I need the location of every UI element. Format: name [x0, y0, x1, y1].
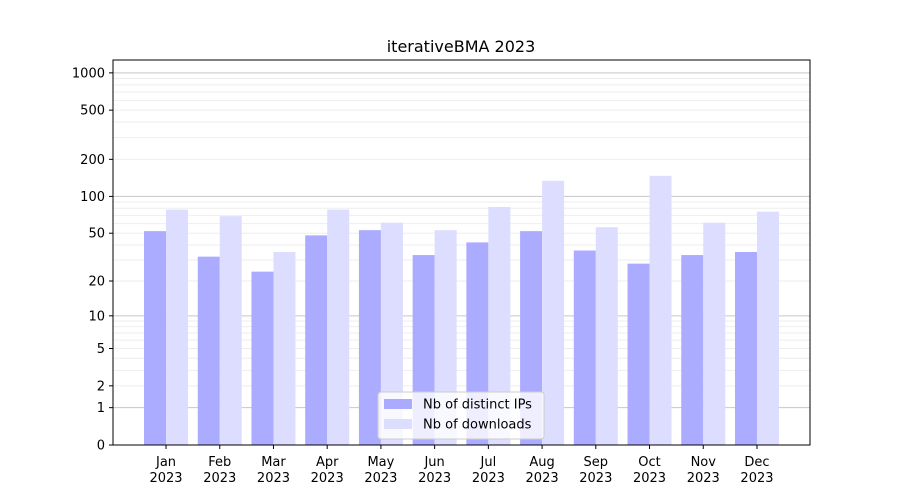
x-tick-label: Oct 2023	[633, 455, 666, 486]
chart-title: iterativeBMA 2023	[387, 37, 536, 56]
bar-downloads	[380, 222, 403, 445]
bar-downloads	[273, 251, 296, 445]
bar-downloads	[219, 216, 242, 445]
bar-distinct-ips	[734, 251, 757, 445]
y-tick-label: 1000	[72, 66, 105, 81]
y-tick-label: 5	[97, 342, 105, 357]
y-tick-label: 500	[80, 104, 105, 119]
bar-downloads	[703, 222, 726, 445]
legend-label: Nb of distinct IPs	[423, 398, 532, 413]
bar-distinct-ips	[358, 230, 381, 445]
y-tick-label: 100	[80, 190, 105, 205]
x-tick-label: Nov 2023	[687, 455, 720, 486]
bar-downloads	[756, 211, 779, 445]
bar-distinct-ips	[197, 256, 220, 445]
bar-downloads	[327, 209, 350, 445]
x-tick-label: Sep 2023	[579, 455, 612, 486]
bar-downloads	[166, 209, 189, 445]
y-tick-label: 2	[97, 379, 105, 394]
x-tick-label: May 2023	[364, 455, 397, 486]
legend-swatch	[384, 419, 412, 429]
bar-downloads	[595, 227, 618, 445]
y-tick-label: 20	[88, 275, 105, 290]
bar-distinct-ips	[681, 255, 704, 445]
x-tick-label: Jul 2023	[472, 455, 505, 486]
legend-swatch	[384, 399, 412, 409]
bar-downloads	[488, 206, 511, 445]
plot-frame	[112, 59, 811, 446]
legend-label: Nb of downloads	[423, 418, 532, 433]
x-tick-label: Dec 2023	[740, 455, 773, 486]
bar-distinct-ips	[251, 271, 274, 445]
bar-distinct-ips	[144, 231, 167, 445]
legend-box	[377, 391, 545, 440]
bar-downloads	[434, 230, 457, 445]
y-tick-label: 200	[80, 153, 105, 168]
x-tick-label: Jan 2023	[149, 455, 182, 486]
x-tick-label: Aug 2023	[526, 455, 559, 486]
y-tick-label: 10	[88, 309, 105, 324]
y-tick-label: 50	[88, 227, 105, 242]
legend: Nb of distinct IPs Nb of downloads	[377, 391, 545, 440]
y-tick-label: 1	[97, 401, 105, 416]
bar-downloads	[542, 180, 565, 445]
x-tick-label: Jun 2023	[418, 455, 451, 486]
bar-downloads	[649, 175, 672, 445]
bar-distinct-ips	[627, 263, 650, 445]
x-tick-label: Mar 2023	[257, 455, 290, 486]
bar-distinct-ips	[573, 250, 596, 445]
y-tick-label: 0	[97, 439, 105, 454]
bar-distinct-ips	[305, 235, 328, 445]
x-tick-label: Feb 2023	[203, 455, 236, 486]
x-tick-label: Apr 2023	[311, 455, 344, 486]
